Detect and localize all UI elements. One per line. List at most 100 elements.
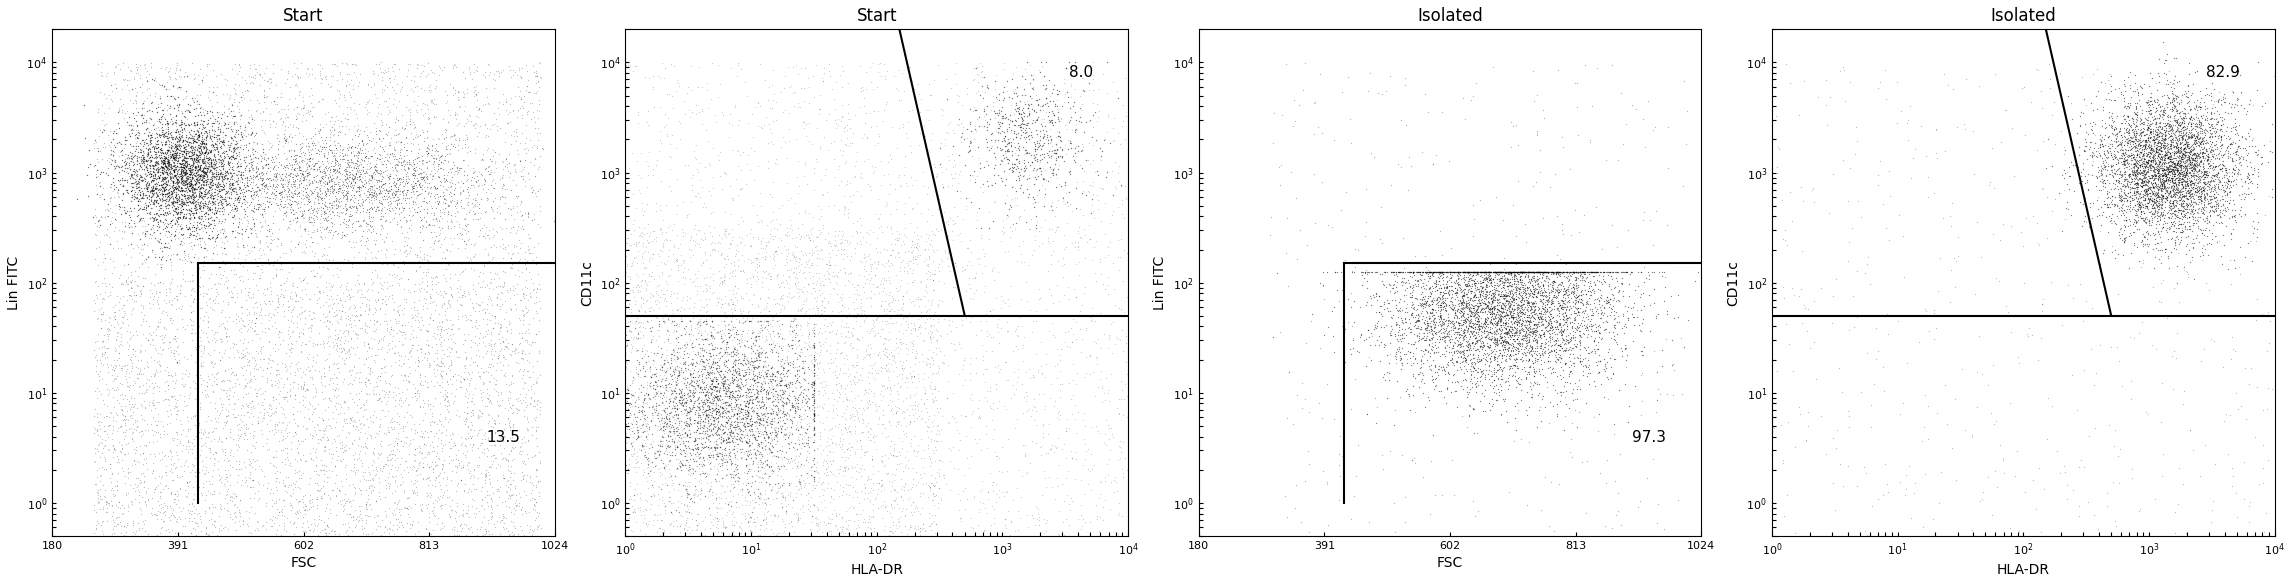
Point: [706, 519, 743, 528]
Point: [282, 341, 319, 350]
Point: [2209, 148, 2246, 157]
Point: [692, 208, 729, 218]
Point: [110, 221, 147, 230]
Point: [949, 411, 986, 420]
Point: [2141, 149, 2177, 158]
Point: [346, 280, 383, 289]
Point: [1494, 297, 1531, 306]
Point: [252, 399, 289, 408]
Point: [2161, 192, 2198, 201]
Point: [2159, 160, 2196, 169]
Point: [2113, 394, 2150, 404]
Point: [438, 130, 474, 140]
Point: [387, 159, 424, 169]
Point: [474, 323, 511, 332]
Point: [921, 138, 958, 147]
Point: [1403, 323, 1439, 332]
Point: [1559, 267, 1595, 276]
Point: [711, 389, 747, 398]
Point: [2141, 111, 2177, 120]
Point: [319, 374, 355, 383]
Point: [731, 427, 768, 436]
Point: [2102, 137, 2138, 147]
Point: [1552, 287, 1588, 296]
Point: [931, 417, 967, 426]
Point: [305, 164, 342, 173]
Point: [167, 184, 204, 193]
Point: [330, 161, 367, 170]
Point: [1488, 269, 1524, 278]
Point: [878, 197, 915, 206]
Point: [825, 512, 862, 521]
Point: [908, 394, 944, 404]
Point: [266, 193, 303, 202]
Point: [674, 321, 711, 330]
Point: [1458, 317, 1494, 326]
Point: [371, 378, 408, 387]
Point: [1476, 352, 1513, 361]
Point: [1488, 305, 1524, 314]
Point: [472, 426, 509, 435]
Point: [660, 404, 697, 413]
Point: [882, 334, 919, 343]
Point: [147, 226, 183, 235]
Point: [1545, 326, 1581, 336]
Point: [323, 59, 360, 68]
Point: [1419, 364, 1455, 374]
Point: [121, 381, 158, 391]
Point: [426, 194, 463, 203]
Point: [2127, 141, 2164, 150]
Point: [2207, 196, 2244, 206]
Point: [1405, 359, 1442, 368]
Point: [314, 199, 351, 208]
Point: [186, 180, 222, 189]
Point: [1545, 320, 1581, 329]
Point: [211, 425, 248, 434]
Point: [422, 398, 458, 408]
Point: [99, 355, 135, 364]
Point: [866, 333, 903, 343]
Point: [158, 151, 195, 160]
Point: [2171, 115, 2207, 124]
Point: [853, 517, 889, 527]
Point: [848, 493, 885, 503]
Point: [112, 223, 149, 232]
Point: [286, 425, 323, 434]
Point: [179, 131, 215, 141]
Point: [880, 369, 917, 378]
Point: [229, 177, 266, 186]
Point: [1006, 97, 1043, 106]
Point: [156, 148, 193, 158]
Point: [158, 427, 195, 436]
Point: [2209, 147, 2246, 156]
Point: [848, 256, 885, 266]
Point: [692, 327, 729, 336]
Point: [873, 527, 910, 537]
Point: [186, 148, 222, 158]
Point: [1455, 319, 1492, 329]
Point: [1499, 343, 1536, 353]
Point: [708, 385, 745, 395]
Point: [323, 314, 360, 323]
Point: [1515, 96, 1552, 106]
Point: [626, 371, 662, 381]
Point: [197, 447, 234, 457]
Point: [699, 395, 736, 405]
Point: [2173, 155, 2209, 164]
Point: [149, 171, 186, 180]
Point: [422, 471, 458, 480]
Y-axis label: CD11c: CD11c: [580, 260, 594, 305]
Point: [1437, 333, 1474, 343]
Point: [2223, 402, 2260, 411]
Point: [2138, 160, 2175, 169]
Point: [722, 433, 759, 443]
Point: [167, 456, 204, 465]
Point: [215, 98, 252, 107]
Point: [518, 71, 555, 80]
Point: [1492, 310, 1529, 319]
Point: [2152, 141, 2189, 150]
Point: [775, 263, 811, 273]
Point: [1465, 369, 1501, 378]
Point: [284, 492, 321, 501]
Point: [2154, 98, 2191, 107]
